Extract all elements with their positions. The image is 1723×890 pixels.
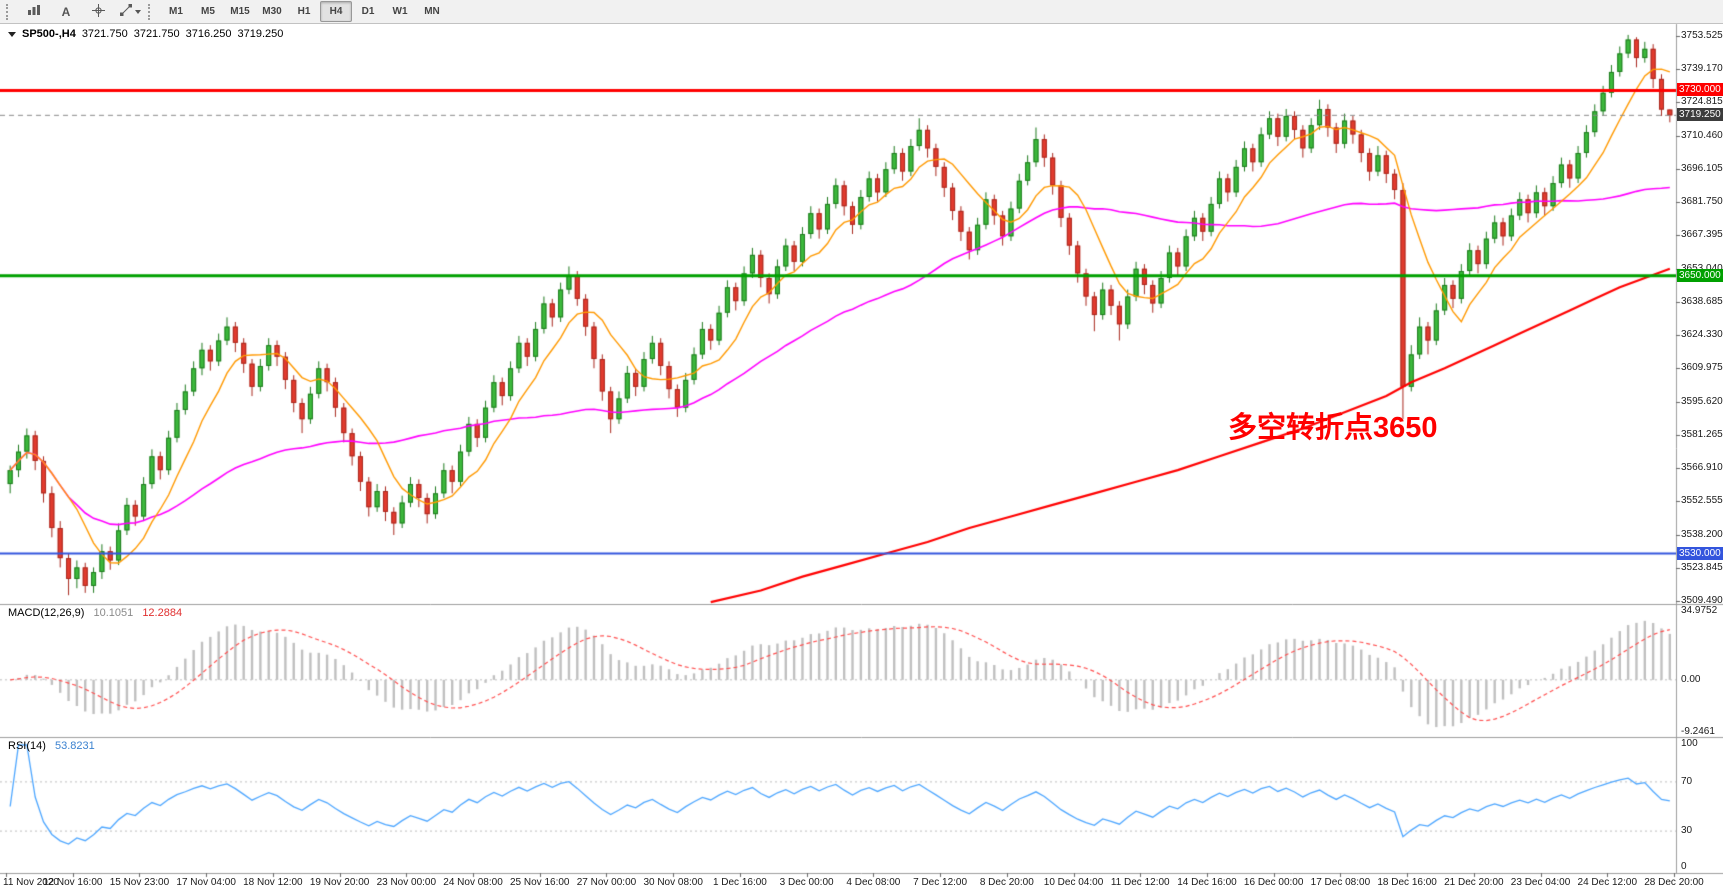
time-axis-label: 8 Dec 20:00: [979, 877, 1034, 888]
time-axis-label: 11 Dec 12:00: [1110, 877, 1170, 888]
text-label-icon: A: [61, 4, 71, 19]
timeframe-button-m15[interactable]: M15: [230, 6, 250, 17]
time-axis-label: 11 Nov 2020: [3, 877, 59, 888]
price-badge-3530.000: 3530.000: [1677, 546, 1723, 560]
rsi-axis-30: 30: [1681, 825, 1693, 837]
time-axis-label: 23 Dec 04:00: [1510, 877, 1571, 888]
price-axis-label: 3538.200: [1681, 528, 1723, 540]
rsi-axis-100: 100: [1681, 738, 1698, 749]
current-price-badge: 3719.250: [1677, 108, 1723, 122]
time-axis-label: 7 Dec 12:00: [913, 877, 968, 888]
time-axis-label: 25 Nov 16:00: [510, 877, 570, 888]
price-axis-label: 3638.685: [1681, 295, 1723, 307]
time-axis-label: 17 Nov 04:00: [176, 877, 236, 888]
price-badge-3650.000: 3650.000: [1677, 268, 1723, 282]
time-axis-label: 18 Dec 16:00: [1377, 877, 1437, 888]
time-axis-label: 24 Dec 12:00: [1577, 877, 1638, 888]
price-axis-label: 3552.555: [1681, 495, 1723, 507]
macd-axis-zero: 0.00: [1681, 673, 1701, 685]
price-axis-label: 3523.845: [1681, 561, 1723, 573]
time-axis-label: 30 Nov 08:00: [643, 877, 703, 888]
price-axis-label: 3739.170: [1681, 63, 1723, 75]
timeframe-button-m1[interactable]: M1: [169, 6, 183, 17]
rsi-name: RSI(14): [8, 740, 46, 752]
text-label-button[interactable]: A: [50, 1, 82, 22]
rsi-axis-0: 0: [1681, 861, 1687, 872]
time-axis-label: 4 Dec 08:00: [846, 877, 901, 888]
timeframe-button-m5[interactable]: M5: [201, 6, 215, 17]
quote-open: 3721.750: [81, 28, 128, 40]
timeframe-button-h1[interactable]: H1: [297, 6, 311, 17]
timeframe-button-m30[interactable]: M30: [262, 6, 282, 17]
time-axis-label: 21 Dec 20:00: [1444, 877, 1504, 888]
crosshair-button[interactable]: [82, 1, 114, 22]
chart-annotation-text: 多空转折点3650: [1228, 412, 1438, 444]
time-axis-label: 19 Nov 20:00: [309, 877, 370, 888]
time-axis-label: 15 Nov 23:00: [109, 877, 170, 888]
price-axis-label: 3566.910: [1681, 462, 1723, 474]
timeframe-button-w1[interactable]: W1: [392, 6, 408, 17]
price-axis-label: 3653.040: [1681, 263, 1723, 274]
time-axis-label: 10 Dec 04:00: [1043, 877, 1104, 888]
time-axis-label: 1 Dec 16:00: [712, 877, 767, 888]
crosshair-icon: [91, 3, 105, 20]
price-axis-label: 3696.105: [1681, 162, 1723, 174]
objects-icon: [119, 4, 132, 19]
quote-high: 3721.750: [133, 28, 180, 40]
toolbar: A M1 M5 M15 M30 H1 H4 D1 W1 MN: [0, 0, 1723, 24]
macd-signal-value: 12.2884: [142, 607, 183, 619]
price-axis-label: 3681.750: [1681, 196, 1723, 208]
price-axis-label: 3710.460: [1681, 129, 1723, 141]
objects-button[interactable]: [114, 1, 146, 22]
symbol-quote-line: SP500-,H4 3721.750 3721.750 3716.250 371…: [8, 28, 283, 40]
macd-indicator-label: MACD(12,26,9) 10.1051 12.2884: [8, 607, 182, 619]
rsi-value: 53.8231: [54, 740, 95, 752]
collapse-quote-icon[interactable]: [8, 31, 16, 37]
rsi-indicator-label: RSI(14) 53.8231: [8, 740, 95, 752]
time-axis-label: 16 Dec 00:00: [1243, 877, 1304, 888]
quote-close: 3719.250: [237, 28, 284, 40]
charts-icon: [27, 4, 41, 19]
price-axis-label: 3624.330: [1681, 329, 1723, 341]
time-axis-label: 3 Dec 00:00: [779, 877, 834, 888]
time-axis-label: 24 Nov 08:00: [443, 877, 503, 888]
symbol-timeframe-label: SP500-,H4: [22, 28, 76, 40]
charts-button[interactable]: [18, 1, 50, 22]
macd-axis-max: 34.9752: [1681, 605, 1718, 616]
price-badge-3730.000: 3730.000: [1677, 83, 1723, 97]
macd-main-value: 10.1051: [93, 607, 134, 619]
toolbar-grip: [6, 3, 12, 20]
price-axis-label: 3609.975: [1681, 362, 1723, 374]
macd-name: MACD(12,26,9): [8, 607, 85, 619]
price-axis-label: 3581.265: [1681, 428, 1723, 440]
time-axis-label: 17 Dec 08:00: [1310, 877, 1371, 888]
quote-low: 3716.250: [185, 28, 232, 40]
time-axis-label: 27 Nov 00:00: [576, 877, 637, 888]
time-axis-label: 14 Dec 16:00: [1177, 877, 1237, 888]
price-axis-label: 3595.620: [1681, 395, 1723, 407]
timeframe-button-mn[interactable]: MN: [424, 6, 440, 17]
time-axis-label: 12 Nov 16:00: [42, 877, 103, 888]
price-axis-label: 3724.815: [1681, 96, 1723, 108]
timeframe-button-h4[interactable]: H4: [320, 1, 352, 22]
macd-axis-min: -9.2461: [1681, 726, 1715, 737]
price-axis-label: 3509.490: [1681, 595, 1723, 606]
time-axis-label: 23 Nov 00:00: [376, 877, 437, 888]
toolbar-grip: [148, 3, 154, 20]
timeframe-button-d1[interactable]: D1: [361, 6, 375, 17]
price-axis-label: 3753.525: [1681, 30, 1723, 41]
price-axis-label: 3667.395: [1681, 229, 1723, 241]
time-axis-label: 18 Nov 12:00: [243, 877, 303, 888]
time-axis-label: 28 Dec 20:00: [1644, 877, 1704, 888]
caret-down-icon: [134, 9, 141, 14]
rsi-axis-70: 70: [1681, 775, 1693, 787]
